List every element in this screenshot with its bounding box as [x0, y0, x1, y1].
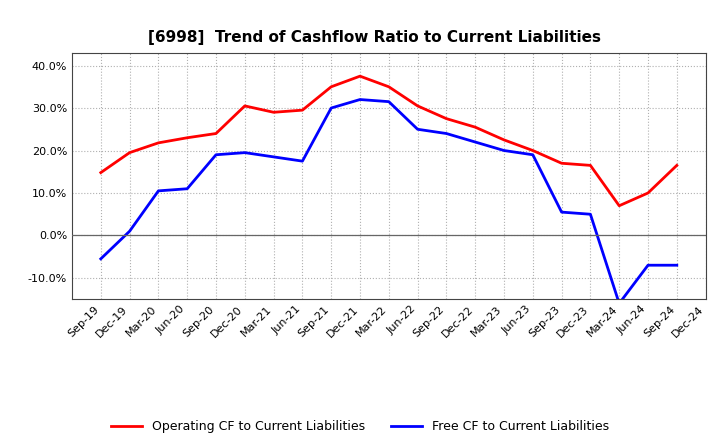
Operating CF to Current Liabilities	[269, 110, 278, 115]
Free CF to Current Liabilities	[154, 188, 163, 194]
Operating CF to Current Liabilities	[327, 84, 336, 89]
Free CF to Current Liabilities	[557, 209, 566, 215]
Line: Free CF to Current Liabilities: Free CF to Current Liabilities	[101, 99, 677, 304]
Operating CF to Current Liabilities	[500, 137, 508, 143]
Free CF to Current Liabilities	[298, 158, 307, 164]
Operating CF to Current Liabilities	[183, 135, 192, 140]
Line: Operating CF to Current Liabilities: Operating CF to Current Liabilities	[101, 76, 677, 206]
Operating CF to Current Liabilities	[442, 116, 451, 121]
Free CF to Current Liabilities	[269, 154, 278, 160]
Free CF to Current Liabilities	[528, 152, 537, 158]
Free CF to Current Liabilities	[212, 152, 220, 158]
Legend: Operating CF to Current Liabilities, Free CF to Current Liabilities: Operating CF to Current Liabilities, Fre…	[106, 415, 614, 438]
Free CF to Current Liabilities	[471, 139, 480, 145]
Free CF to Current Liabilities	[672, 263, 681, 268]
Free CF to Current Liabilities	[125, 229, 134, 234]
Operating CF to Current Liabilities	[615, 203, 624, 209]
Operating CF to Current Liabilities	[125, 150, 134, 155]
Operating CF to Current Liabilities	[644, 191, 652, 196]
Operating CF to Current Liabilities	[586, 163, 595, 168]
Free CF to Current Liabilities	[96, 256, 105, 261]
Text: [6998]  Trend of Cashflow Ratio to Current Liabilities: [6998] Trend of Cashflow Ratio to Curren…	[148, 29, 601, 45]
Free CF to Current Liabilities	[586, 212, 595, 217]
Free CF to Current Liabilities	[413, 127, 422, 132]
Operating CF to Current Liabilities	[384, 84, 393, 89]
Free CF to Current Liabilities	[384, 99, 393, 104]
Operating CF to Current Liabilities	[356, 73, 364, 79]
Free CF to Current Liabilities	[356, 97, 364, 102]
Free CF to Current Liabilities	[240, 150, 249, 155]
Free CF to Current Liabilities	[644, 263, 652, 268]
Operating CF to Current Liabilities	[672, 163, 681, 168]
Operating CF to Current Liabilities	[471, 125, 480, 130]
Operating CF to Current Liabilities	[557, 161, 566, 166]
Free CF to Current Liabilities	[615, 301, 624, 306]
Operating CF to Current Liabilities	[240, 103, 249, 109]
Operating CF to Current Liabilities	[413, 103, 422, 109]
Operating CF to Current Liabilities	[154, 140, 163, 146]
Free CF to Current Liabilities	[500, 148, 508, 153]
Operating CF to Current Liabilities	[298, 107, 307, 113]
Operating CF to Current Liabilities	[96, 170, 105, 175]
Free CF to Current Liabilities	[442, 131, 451, 136]
Operating CF to Current Liabilities	[212, 131, 220, 136]
Free CF to Current Liabilities	[327, 106, 336, 111]
Free CF to Current Liabilities	[183, 186, 192, 191]
Operating CF to Current Liabilities	[528, 148, 537, 153]
